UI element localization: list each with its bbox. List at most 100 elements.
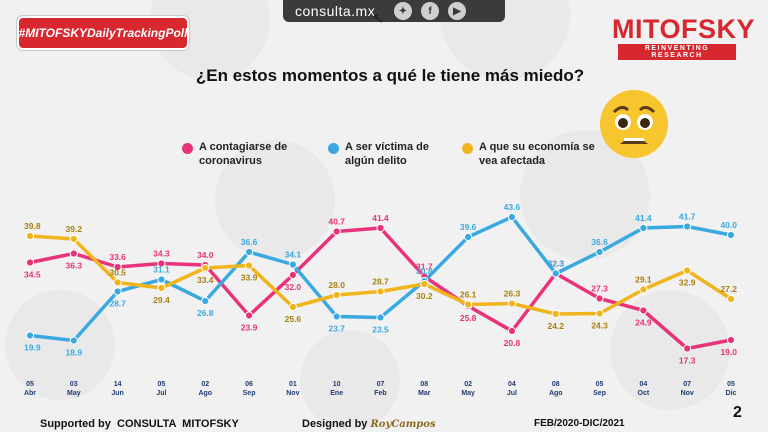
data-label-contagio: 34.3 xyxy=(153,249,170,259)
x-tick-day: 14 xyxy=(114,381,122,388)
x-tick-month: Sep xyxy=(243,390,256,397)
data-label-contagio: 33.6 xyxy=(109,252,126,262)
worried-face-icon xyxy=(600,90,668,158)
x-tick-day: 06 xyxy=(245,381,253,388)
x-tick-day: 10 xyxy=(333,381,341,388)
youtube-icon[interactable]: ▶ xyxy=(448,2,466,20)
data-label-economia: 39.2 xyxy=(66,224,83,234)
data-point-economia xyxy=(420,279,429,289)
data-point-economia xyxy=(288,302,297,312)
data-point-contagio xyxy=(683,344,692,353)
data-point-contagio xyxy=(376,223,385,233)
data-label-delito: 43.6 xyxy=(504,202,521,212)
data-label-economia: 24.3 xyxy=(591,321,608,331)
data-label-delito: 32.3 xyxy=(547,259,564,269)
data-point-delito xyxy=(25,331,35,340)
data-label-delito: 36.6 xyxy=(591,237,608,247)
data-point-economia xyxy=(376,287,385,296)
x-tick-month: Abr xyxy=(24,390,36,397)
legend-dot xyxy=(182,143,193,154)
legend-dot xyxy=(328,143,339,154)
x-tick-day: 03 xyxy=(70,381,78,388)
x-tick-day: 08 xyxy=(552,381,560,388)
data-point-economia xyxy=(726,294,736,304)
data-label-delito: 23.7 xyxy=(328,324,345,334)
x-tick-day: 05 xyxy=(26,381,34,388)
data-point-delito xyxy=(201,296,210,306)
data-point-contagio xyxy=(726,335,736,345)
data-label-contagio: 34.0 xyxy=(197,250,214,260)
data-label-economia: 32.9 xyxy=(679,278,696,288)
data-point-contagio xyxy=(288,270,297,280)
x-tick-day: 04 xyxy=(639,381,647,388)
data-point-delito xyxy=(639,223,648,233)
data-label-economia: 30.5 xyxy=(109,268,126,278)
legend-economia: A que su economía se vea afectada xyxy=(462,140,612,168)
data-label-contagio: 32.0 xyxy=(285,282,302,292)
x-tick-month: Oct xyxy=(638,390,650,397)
data-point-economia xyxy=(244,261,254,270)
data-point-delito xyxy=(507,212,517,222)
facebook-icon[interactable]: f xyxy=(421,2,439,20)
data-point-economia xyxy=(507,299,517,308)
designer-signature: RoyCampos xyxy=(370,419,436,430)
data-point-delito xyxy=(288,260,297,269)
data-point-contagio xyxy=(69,249,78,258)
data-label-delito: 36.6 xyxy=(241,237,258,247)
page-number: 2 xyxy=(733,404,742,421)
legend-contagio: A contagiarse de coronavirus xyxy=(182,140,322,168)
data-label-delito: 41.7 xyxy=(679,212,696,222)
data-label-delito: 31.1 xyxy=(153,265,170,275)
footer-designed-label: Designed by xyxy=(302,418,368,430)
virus-bg-decoration xyxy=(5,290,115,400)
x-tick-month: Jul xyxy=(156,390,166,397)
data-point-delito xyxy=(595,247,604,257)
page-title: ¿En estos momentos a qué le tiene más mi… xyxy=(195,66,585,85)
site-bar: consulta.mx ✦ f ▶ xyxy=(283,0,505,22)
data-label-delito: 28.7 xyxy=(109,299,126,309)
x-tick-month: May xyxy=(461,390,475,397)
series-line-economia xyxy=(29,234,732,316)
legend-label-contagio: A contagiarse de coronavirus xyxy=(199,141,288,167)
data-point-delito xyxy=(683,222,692,231)
data-point-economia xyxy=(595,309,604,318)
twitter-icon[interactable]: ✦ xyxy=(394,2,412,20)
data-point-economia xyxy=(464,300,473,309)
data-label-delito: 41.4 xyxy=(635,213,652,223)
data-label-economia: 27.2 xyxy=(720,284,737,294)
data-label-contagio: 32.3 xyxy=(547,259,564,269)
data-point-delito xyxy=(551,269,560,278)
data-label-economia: 26.3 xyxy=(504,289,521,299)
data-point-economia xyxy=(683,266,692,275)
legend-dot xyxy=(462,143,473,154)
virus-bg-decoration xyxy=(610,290,730,410)
x-tick-month: Ago xyxy=(198,390,212,397)
data-label-contagio: 34.5 xyxy=(24,270,41,280)
logo-tagline: REINVENTING RESEARCH xyxy=(618,44,736,60)
data-label-contagio: 27.3 xyxy=(591,284,608,294)
virus-bg-decoration xyxy=(300,330,400,430)
data-point-contagio xyxy=(244,311,254,320)
data-point-delito xyxy=(157,275,166,284)
data-point-economia xyxy=(332,290,341,300)
data-point-delito xyxy=(464,232,473,242)
data-label-contagio: 19.0 xyxy=(720,347,737,357)
data-label-economia: 28.0 xyxy=(328,280,345,290)
x-tick-day: 05 xyxy=(158,381,166,388)
site-link[interactable]: consulta.mx xyxy=(295,3,376,19)
data-label-contagio: 25.8 xyxy=(460,313,477,323)
data-point-economia xyxy=(639,285,648,294)
mouse-cursor-icon: ↖ xyxy=(372,10,384,26)
hashtag-badge: #MITOFSKYDailyTrackingPoll xyxy=(17,16,189,50)
data-label-delito: 34.1 xyxy=(285,250,302,260)
virus-bg-decoration xyxy=(215,140,335,260)
data-label-contagio: 40.7 xyxy=(328,217,345,227)
legend-label-delito: A ser víctima de algún delito xyxy=(345,141,429,167)
x-tick-month: Jul xyxy=(507,390,517,397)
data-point-contagio xyxy=(595,294,604,303)
data-point-delito xyxy=(726,230,736,240)
data-point-delito xyxy=(376,313,385,322)
data-point-contagio xyxy=(507,326,517,336)
x-tick-month: Nov xyxy=(286,390,299,397)
